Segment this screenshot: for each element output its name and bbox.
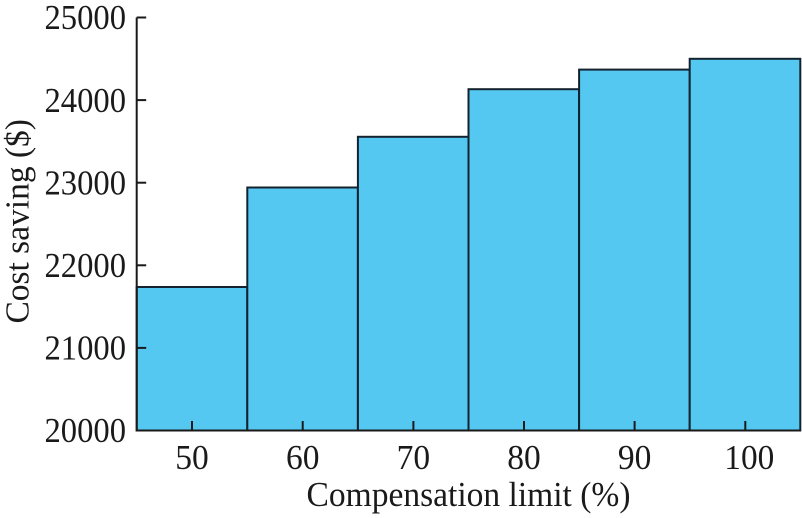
svg-text:Cost saving ($): Cost saving ($) xyxy=(0,119,37,323)
svg-text:24000: 24000 xyxy=(45,81,127,120)
svg-text:70: 70 xyxy=(397,438,431,477)
svg-text:20000: 20000 xyxy=(45,411,127,450)
svg-text:22000: 22000 xyxy=(45,246,127,285)
svg-text:21000: 21000 xyxy=(45,329,127,368)
svg-text:100: 100 xyxy=(724,438,774,477)
svg-text:90: 90 xyxy=(618,438,652,477)
svg-text:Compensation limit (%): Compensation limit (%) xyxy=(307,475,631,514)
svg-text:80: 80 xyxy=(507,438,541,477)
svg-text:23000: 23000 xyxy=(45,163,127,202)
svg-text:25000: 25000 xyxy=(45,0,127,37)
svg-text:50: 50 xyxy=(175,438,209,477)
svg-text:60: 60 xyxy=(286,438,320,477)
